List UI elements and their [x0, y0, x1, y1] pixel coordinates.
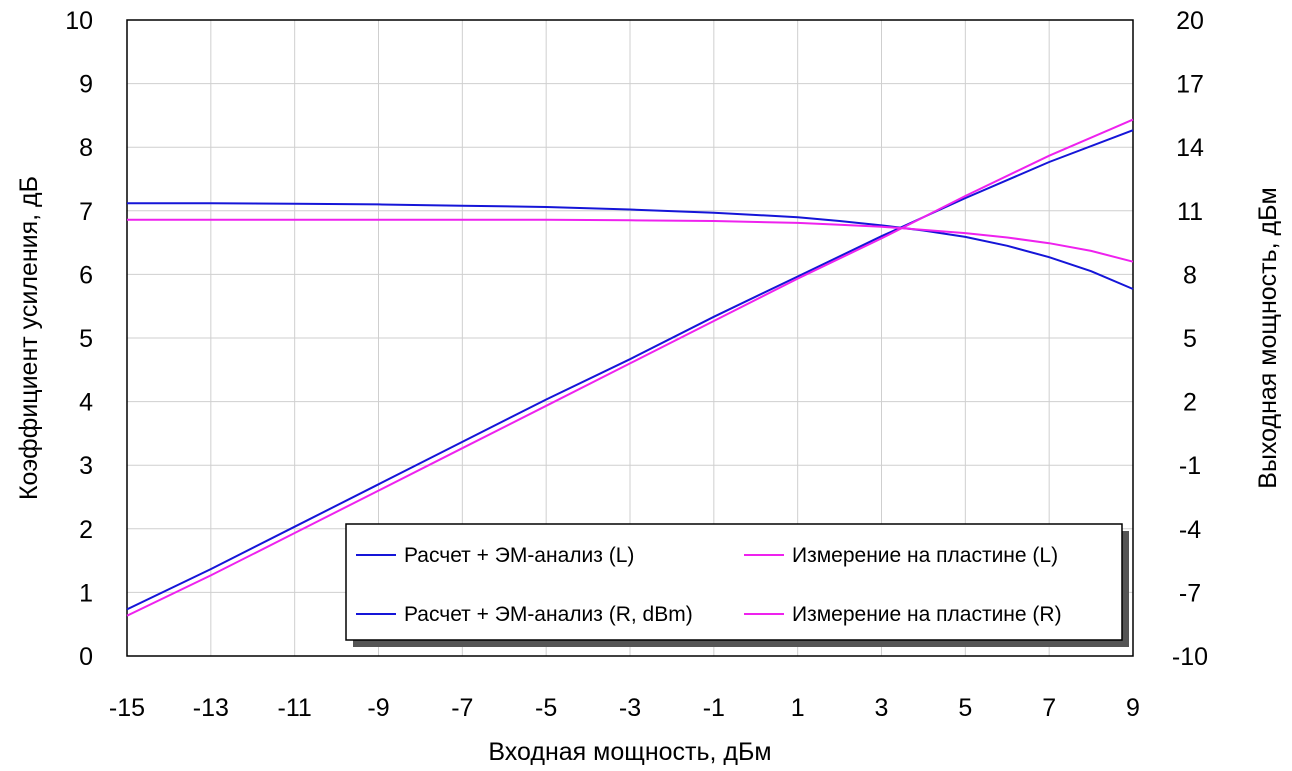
y-right-tick-label: -10 [1172, 643, 1208, 671]
legend-label: Расчет + ЭМ-анализ (L) [404, 544, 634, 567]
y-right-tick-label: 17 [1176, 71, 1204, 99]
series-line-2 [126, 129, 1134, 611]
x-tick-label: -13 [193, 694, 229, 722]
y-left-axis-title: Коэффициент усиления, дБ [15, 176, 43, 500]
x-tick-label: 3 [875, 694, 889, 722]
y-left-tick-label: 2 [79, 516, 93, 544]
x-tick-label: -7 [451, 694, 473, 722]
legend: Расчет + ЭМ-анализ (L) Расчет + ЭМ-анализ… [345, 523, 1129, 647]
y-right-axis-title: Выходная мощность, дБм [1254, 187, 1282, 488]
x-tick-label: 5 [958, 694, 972, 722]
x-tick-label: 7 [1042, 694, 1056, 722]
y-right-tick-label: 14 [1176, 134, 1204, 162]
y-left-tick-label: 6 [79, 261, 93, 289]
series-line-3 [127, 218, 1134, 263]
series-line-1 [127, 202, 1134, 290]
y-left-tick-label: 4 [79, 389, 93, 417]
x-tick-label: -3 [619, 694, 641, 722]
y-left-tick-label: 7 [79, 198, 93, 226]
legend-label: Измерение на пластине (L) [792, 544, 1058, 567]
y-left-tick-label: 1 [79, 579, 93, 607]
y-right-tick-label: -1 [1179, 452, 1201, 480]
x-tick-label: -1 [703, 694, 725, 722]
x-tick-label: -15 [109, 694, 145, 722]
y-left-tick-label: 8 [79, 134, 93, 162]
y-right-tick-label: 8 [1183, 261, 1197, 289]
y-right-tick-label: -4 [1179, 516, 1201, 544]
y-right-tick-label: 5 [1183, 325, 1197, 353]
legend-label: Измерение на пластине (R) [792, 603, 1062, 626]
y-right-tick-label: 20 [1176, 7, 1204, 35]
y-right-tick-label: -7 [1179, 579, 1201, 607]
x-tick-label: -11 [278, 694, 312, 722]
x-tick-label: -9 [367, 694, 389, 722]
plot-frame [126, 19, 1134, 657]
y-right-tick-label: 2 [1183, 389, 1197, 417]
y-left-tick-label: 9 [79, 71, 93, 99]
tick-labels: -15 -13 -11 -9 -7 -5 -3 -1 1 3 5 7 9012345678910-10-… [65, 7, 1208, 722]
x-axis-title: Входная мощность, дБм [488, 738, 771, 766]
x-tick-label: 9 [1126, 694, 1140, 722]
x-tick-label: -5 [535, 694, 557, 722]
legend-label: Расчет + ЭМ-анализ (R, dBm) [404, 603, 693, 626]
y-left-tick-label: 10 [65, 7, 93, 35]
y-left-tick-label: 5 [79, 325, 93, 353]
y-left-tick-label: 3 [79, 452, 93, 480]
y-left-tick-label: 0 [79, 643, 93, 671]
series-group [126, 118, 1134, 617]
legend-box [345, 523, 1123, 641]
y-right-tick-label: 11 [1177, 198, 1203, 226]
series-line-4 [126, 118, 1134, 617]
x-tick-label: 1 [791, 694, 805, 722]
